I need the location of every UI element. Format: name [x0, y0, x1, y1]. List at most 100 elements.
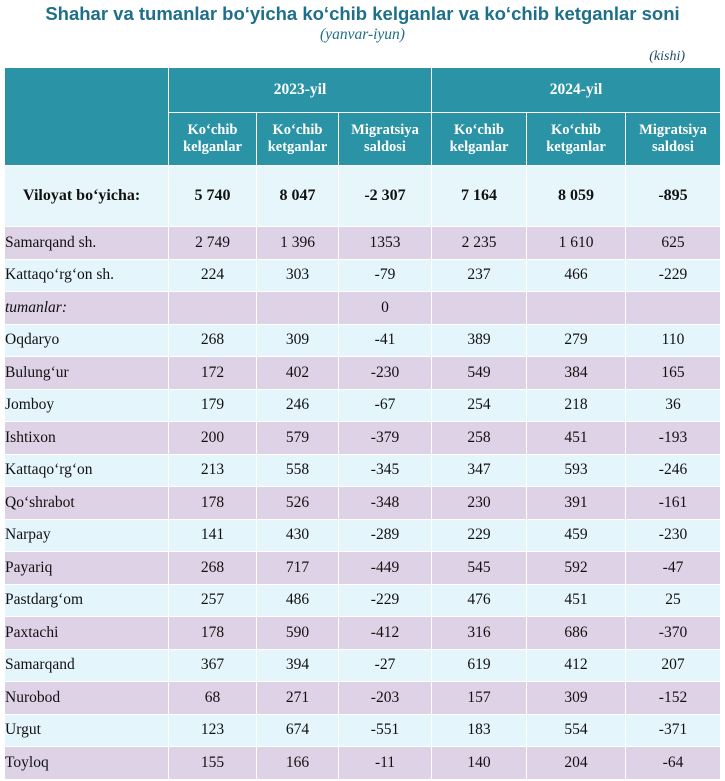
total-value: 8 059	[526, 165, 626, 227]
table-cell: 141	[168, 518, 257, 552]
table-cell: 592	[526, 551, 626, 585]
row-label: Bulung‘ur	[4, 356, 169, 390]
table-cell: 204	[526, 746, 626, 780]
table-cell: 476	[431, 583, 527, 617]
table-cell: 25	[625, 583, 721, 617]
table-row: Samarqand sh. 2 749 1 396 1353 2 235 1 610 625	[4, 226, 721, 260]
migration-table: 2023-yil 2024-yil Ko‘chib kelganlar Ko‘ch…	[4, 67, 721, 780]
table-cell: 309	[526, 681, 626, 715]
table-cell: -551	[338, 713, 432, 747]
unit-label: (kishi)	[649, 49, 685, 64]
table-cell	[526, 291, 626, 325]
table-cell: -41	[338, 323, 432, 357]
row-label: tumanlar:	[4, 291, 169, 325]
table-cell: 451	[526, 421, 626, 455]
table-cell: 526	[256, 486, 339, 520]
table-row: Qo‘shrabot 178 526 -348 230 391 -161	[4, 486, 721, 520]
table-cell: 279	[526, 323, 626, 357]
table-cell: -246	[625, 453, 721, 487]
table-cell: -203	[338, 681, 432, 715]
table-cell: 717	[256, 551, 339, 585]
table-cell: -67	[338, 388, 432, 422]
total-value: 7 164	[431, 165, 527, 227]
table-cell: 246	[256, 388, 339, 422]
row-label: Oqdaryo	[4, 323, 169, 357]
table-cell: 0	[338, 291, 432, 325]
table-cell	[168, 291, 257, 325]
table-cell: 402	[256, 356, 339, 390]
table-cell: 384	[526, 356, 626, 390]
table-cell: -11	[338, 746, 432, 780]
row-label: Kattaqo‘rg‘on	[4, 453, 169, 487]
row-label: Samarqand sh.	[4, 226, 169, 260]
table-cell	[431, 291, 527, 325]
row-label: Urgut	[4, 713, 169, 747]
row-label: Narpay	[4, 518, 169, 552]
table-cell: -27	[338, 648, 432, 682]
table-cell: 237	[431, 258, 527, 292]
table-cell: 1353	[338, 226, 432, 260]
row-label: Kattaqo‘rg‘on sh.	[4, 258, 169, 292]
table-cell: 166	[256, 746, 339, 780]
table-row: Nurobod 68 271 -203 157 309 -152	[4, 681, 721, 715]
table-cell: -229	[338, 583, 432, 617]
table-cell: -229	[625, 258, 721, 292]
table-cell: -371	[625, 713, 721, 747]
table-cell: 674	[256, 713, 339, 747]
table-cell: 157	[431, 681, 527, 715]
table-cell: 1 610	[526, 226, 626, 260]
table-row: Jomboy 179 246 -67 254 218 36	[4, 388, 721, 422]
table-row: Pastdarg‘om 257 486 -229 476 451 25	[4, 583, 721, 617]
table-cell: -230	[338, 356, 432, 390]
table-cell: 391	[526, 486, 626, 520]
table-row: Payariq 268 717 -449 545 592 -47	[4, 551, 721, 585]
year-header-2023: 2023-yil	[168, 67, 432, 113]
table-cell: 625	[625, 226, 721, 260]
table-cell: 179	[168, 388, 257, 422]
row-label: Qo‘shrabot	[4, 486, 169, 520]
table-cell: 466	[526, 258, 626, 292]
table-row: Bulung‘ur 172 402 -230 549 384 165	[4, 356, 721, 390]
table-cell: -64	[625, 746, 721, 780]
table-cell: 1 396	[256, 226, 339, 260]
table-cell: 178	[168, 486, 257, 520]
table-cell: 257	[168, 583, 257, 617]
col-header-arrived-2024: Ko‘chib kelganlar	[431, 112, 527, 166]
table-row: Kattaqo‘rg‘on sh. 224 303 -79 237 466 -229	[4, 258, 721, 292]
table-cell: 230	[431, 486, 527, 520]
table-row: Paxtachi 178 590 -412 316 686 -370	[4, 616, 721, 650]
col-header-left-2024: Ko‘chib ketganlar	[526, 112, 626, 166]
table-cell: -345	[338, 453, 432, 487]
table-cell: 172	[168, 356, 257, 390]
table-cell: 412	[526, 648, 626, 682]
row-label: Jomboy	[4, 388, 169, 422]
table-cell: 686	[526, 616, 626, 650]
row-label: Nurobod	[4, 681, 169, 715]
total-value: -895	[625, 165, 721, 227]
row-label: Samarqand	[4, 648, 169, 682]
table-cell: 316	[431, 616, 527, 650]
table-cell: 549	[431, 356, 527, 390]
table-row: Narpay 141 430 -289 229 459 -230	[4, 518, 721, 552]
total-value: -2 307	[338, 165, 432, 227]
table-cell: 271	[256, 681, 339, 715]
table-cell: 394	[256, 648, 339, 682]
table-cell: -348	[338, 486, 432, 520]
table-cell: 207	[625, 648, 721, 682]
table-cell: 258	[431, 421, 527, 455]
table-row: Urgut 123 674 -551 183 554 -371	[4, 713, 721, 747]
page-subtitle: (yanvar-iyun)	[320, 26, 405, 43]
table-cell: 430	[256, 518, 339, 552]
table-cell: 2 235	[431, 226, 527, 260]
table-row: Samarqand 367 394 -27 619 412 207	[4, 648, 721, 682]
row-label: Paxtachi	[4, 616, 169, 650]
table-row: tumanlar: 0	[4, 291, 721, 325]
table-cell: 165	[625, 356, 721, 390]
table-row: Oqdaryo 268 309 -41 389 279 110	[4, 323, 721, 357]
total-row: Viloyat bo‘yicha: 5 740 8 047 -2 307 7 1…	[4, 165, 721, 227]
header-corner	[4, 67, 169, 166]
table-cell: 309	[256, 323, 339, 357]
table-cell: 486	[256, 583, 339, 617]
table-cell: -161	[625, 486, 721, 520]
table-cell: 558	[256, 453, 339, 487]
